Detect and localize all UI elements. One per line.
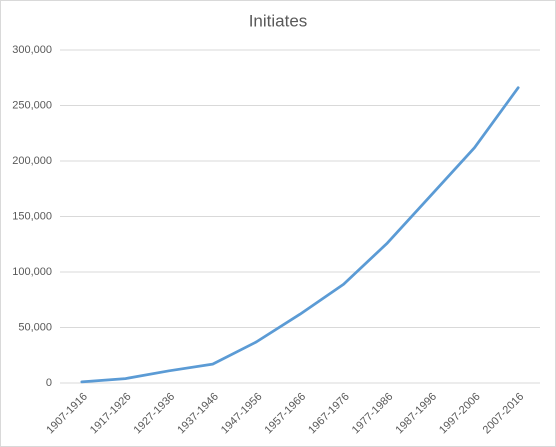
y-tick-label: 250,000 bbox=[12, 99, 52, 111]
line-series bbox=[80, 86, 520, 384]
y-tick-label: 150,000 bbox=[12, 210, 52, 222]
y-tick-label: 0 bbox=[46, 377, 52, 389]
y-tick-label: 200,000 bbox=[12, 155, 52, 167]
y-tick-label: 100,000 bbox=[12, 266, 52, 278]
y-tick-label: 50,000 bbox=[18, 321, 52, 333]
y-tick-label: 300,000 bbox=[12, 44, 52, 56]
chart-title: Initiates bbox=[249, 11, 308, 30]
